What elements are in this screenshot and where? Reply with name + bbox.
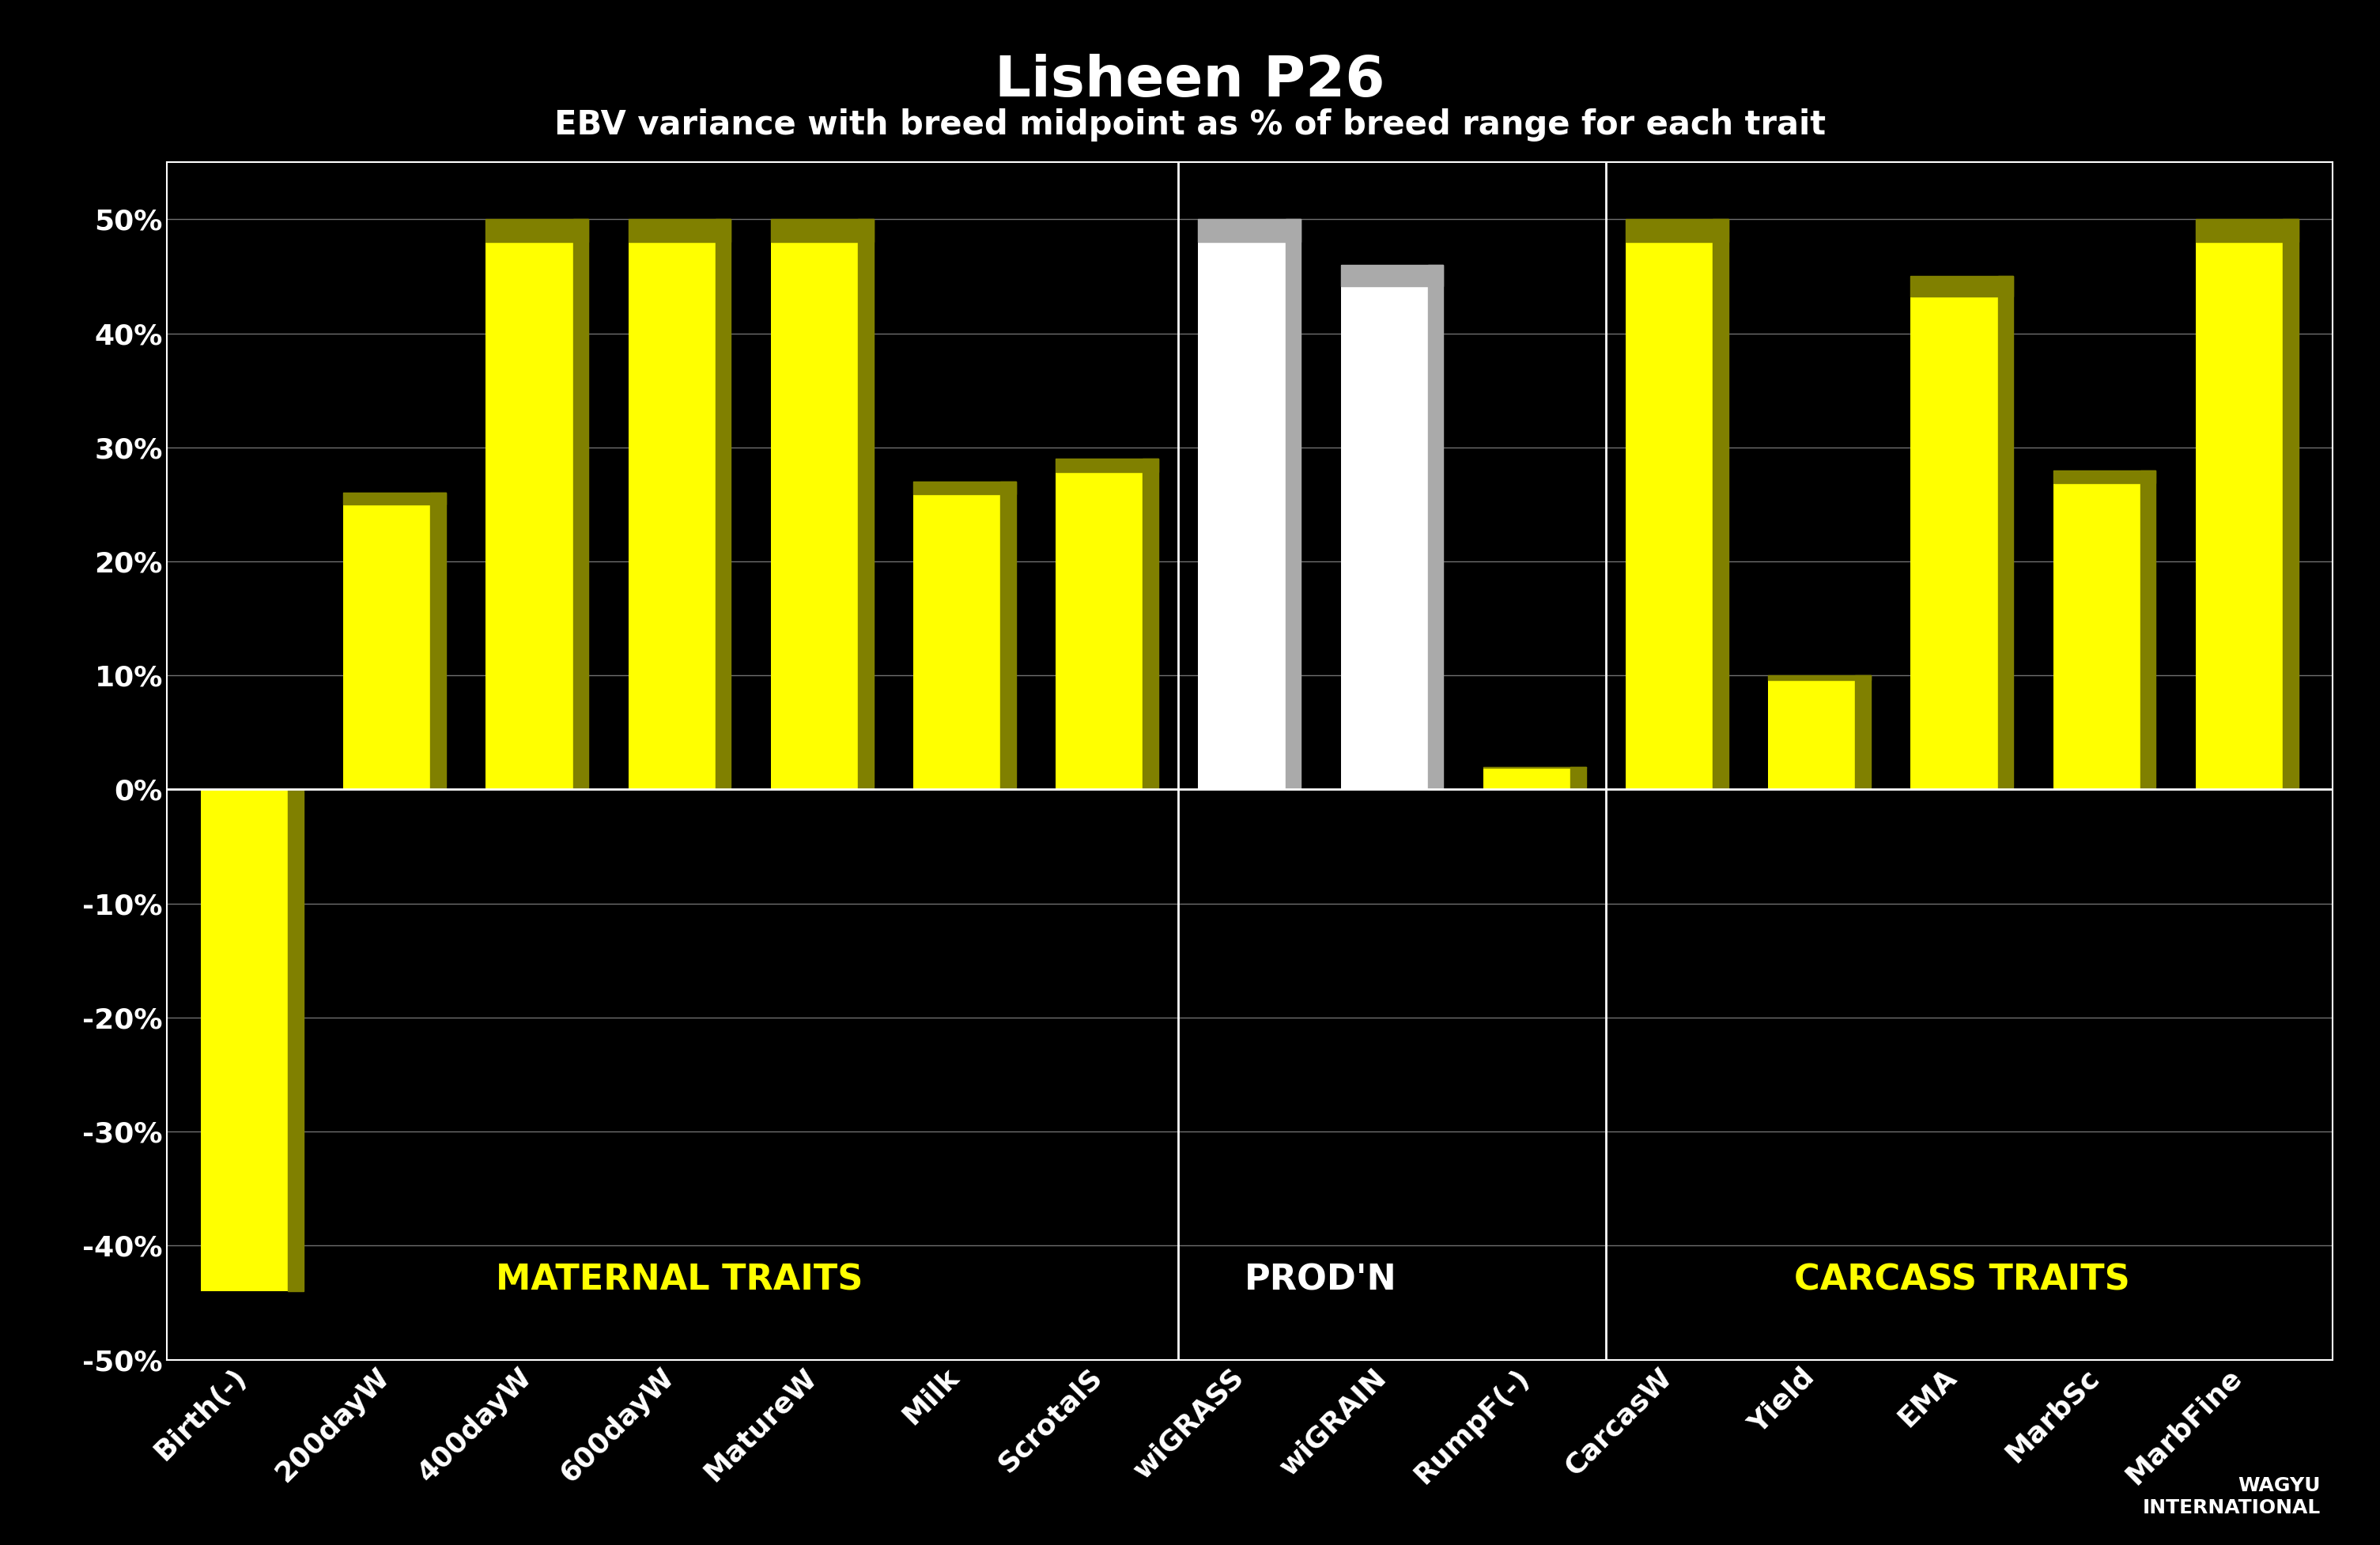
Text: EBV variance with breed midpoint as % of breed range for each trait: EBV variance with breed midpoint as % of… xyxy=(555,108,1825,141)
Bar xyxy=(914,482,1016,494)
Bar xyxy=(1856,675,1871,789)
Bar xyxy=(1142,459,1159,789)
Bar xyxy=(628,219,716,789)
Bar xyxy=(2054,470,2140,789)
Bar xyxy=(771,219,873,243)
Bar xyxy=(1428,264,1442,789)
Bar xyxy=(1340,264,1428,789)
Bar xyxy=(2054,470,2156,484)
Text: PROD'N: PROD'N xyxy=(1245,1262,1397,1296)
Bar xyxy=(1997,277,2013,789)
Bar xyxy=(1197,219,1285,789)
Bar xyxy=(1197,219,1302,243)
Bar xyxy=(1340,264,1442,286)
Bar xyxy=(1285,219,1302,789)
Text: CARCASS TRAITS: CARCASS TRAITS xyxy=(1795,1262,2130,1296)
Bar xyxy=(771,219,857,789)
Bar xyxy=(2140,470,2156,789)
Bar xyxy=(288,789,302,1292)
Bar xyxy=(486,219,574,789)
Bar xyxy=(857,219,873,789)
Bar xyxy=(1768,675,1856,789)
Bar xyxy=(1057,459,1142,789)
Bar xyxy=(1626,219,1714,789)
Bar xyxy=(343,493,445,505)
Text: WAGYU
INTERNATIONAL: WAGYU INTERNATIONAL xyxy=(2142,1475,2320,1517)
Bar xyxy=(2197,219,2299,243)
Bar xyxy=(1000,482,1016,789)
Bar xyxy=(914,482,1000,789)
Bar xyxy=(716,219,731,789)
Text: Lisheen P26: Lisheen P26 xyxy=(995,54,1385,108)
Bar xyxy=(574,219,588,789)
Bar xyxy=(2282,219,2299,789)
Bar xyxy=(1571,766,1585,789)
Bar xyxy=(2197,219,2282,789)
Bar xyxy=(1768,675,1871,680)
Bar xyxy=(1911,277,1997,789)
Bar xyxy=(1714,219,1728,789)
Bar xyxy=(628,219,731,243)
Bar xyxy=(1626,219,1728,243)
Text: MATERNAL TRAITS: MATERNAL TRAITS xyxy=(495,1262,864,1296)
Bar xyxy=(1911,277,2013,297)
Bar xyxy=(431,493,445,789)
Bar xyxy=(1057,459,1159,471)
Bar xyxy=(486,219,588,243)
Bar xyxy=(343,493,431,789)
Bar xyxy=(200,789,288,1292)
Bar xyxy=(1483,766,1571,789)
